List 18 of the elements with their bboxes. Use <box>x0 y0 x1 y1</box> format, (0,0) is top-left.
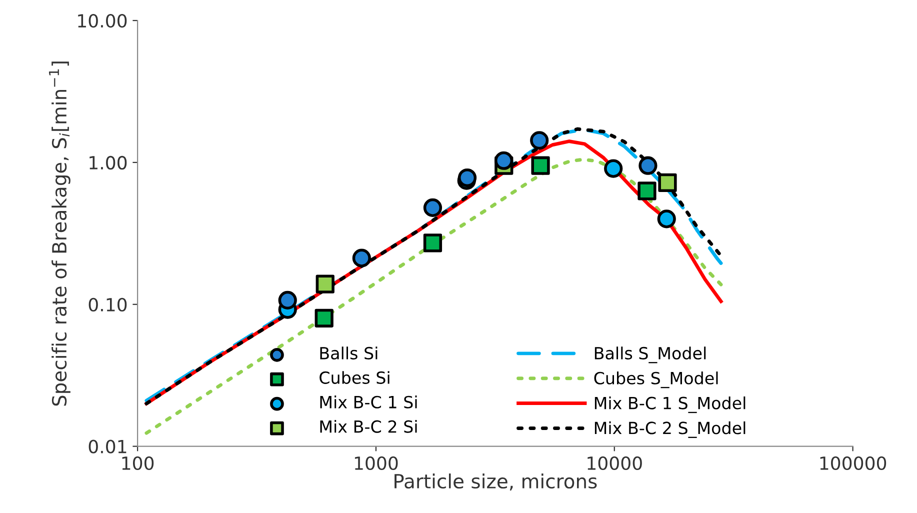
x-axis-title: Particle size, microns <box>394 474 597 491</box>
y-tick-label: 10.00 <box>78 14 127 28</box>
x-tick-label: 100 <box>122 456 154 470</box>
legend-label: Mix B-C 2 Si <box>320 420 417 433</box>
legend-label: Cubes Si <box>320 371 390 384</box>
x-tick-label: 10000 <box>588 456 642 470</box>
y-tick-label: 0.01 <box>88 440 126 454</box>
y-tick-label: 0.10 <box>88 298 127 312</box>
legend-label: Mix B-C 1 S_Model <box>594 396 746 414</box>
legend-label: Balls S_Model <box>594 346 706 364</box>
legend-label: Cubes S_Model <box>594 372 718 388</box>
legend-label: Balls Si <box>320 346 378 360</box>
legend-label: Mix B-C 2 S_Model <box>594 421 746 438</box>
legend-label: Mix B-C 1 Si <box>320 396 417 408</box>
x-tick-label: 1000 <box>354 456 398 470</box>
y-tick-label: 1.00 <box>90 156 127 170</box>
y-axis-title: Specific rate of Breakage, S$_{i}$[min$^{−1}$] <box>49 62 70 406</box>
x-tick-label: 100000 <box>820 456 886 470</box>
